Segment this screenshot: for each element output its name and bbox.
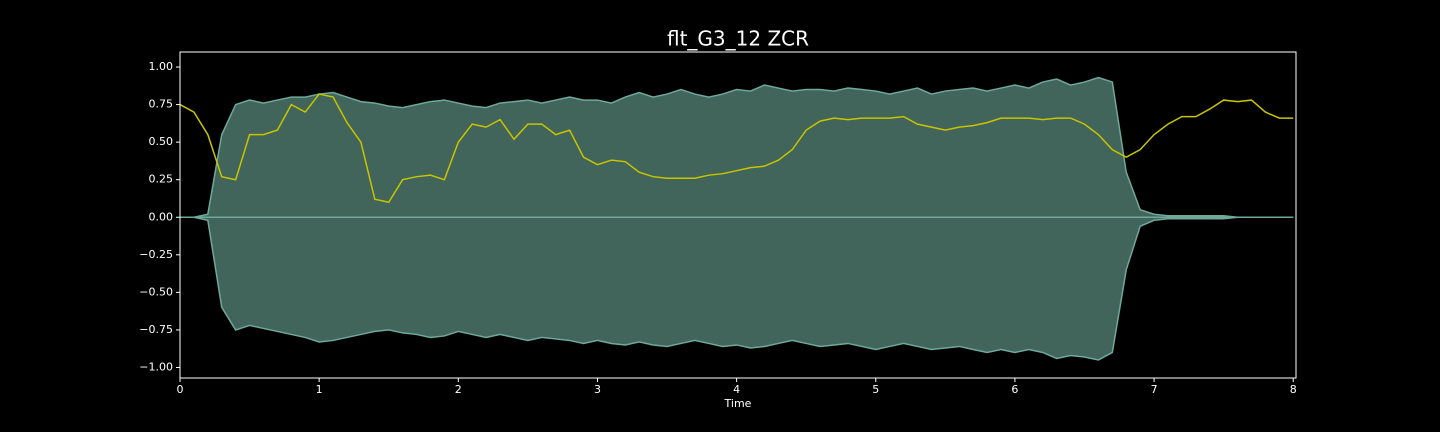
- y-tick-label: 1.00: [149, 60, 174, 73]
- x-tick-label: 3: [594, 383, 601, 396]
- waveform-lower: [180, 216, 1294, 361]
- x-tick-label: 7: [1151, 383, 1158, 396]
- y-tick-label: 0.25: [149, 173, 174, 186]
- x-tick-label: 2: [455, 383, 462, 396]
- plot-frame: [179, 51, 1297, 379]
- x-tick-label: 4: [733, 383, 740, 396]
- x-tick-label: 0: [177, 383, 184, 396]
- x-tick-label: 6: [1011, 383, 1018, 396]
- x-axis-label: Time: [724, 397, 752, 410]
- waveform-upper: [180, 76, 1294, 219]
- y-tick-label: 0.00: [149, 210, 174, 223]
- zcr-line: [179, 93, 1294, 204]
- y-tick-label: −0.50: [139, 285, 173, 298]
- x-tick-label: 8: [1290, 383, 1297, 396]
- x-tick-label: 1: [316, 383, 323, 396]
- x-tick-label: 5: [872, 383, 879, 396]
- y-tick-label: 0.50: [149, 135, 174, 148]
- y-tick-label: 0.75: [149, 98, 174, 111]
- y-tick-label: −0.75: [139, 323, 173, 336]
- chart-title: flt_G3_12 ZCR: [667, 27, 809, 51]
- y-tick-label: −1.00: [139, 360, 173, 373]
- y-tick-label: −0.25: [139, 248, 173, 261]
